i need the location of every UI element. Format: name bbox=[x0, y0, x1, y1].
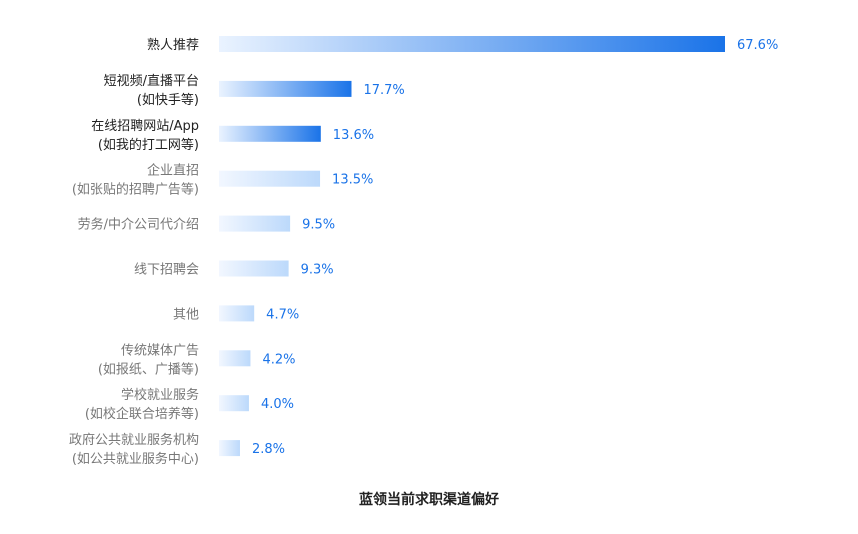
bar-row: 企业直招 (如张贴的招聘广告等) 13.5% bbox=[72, 163, 374, 198]
category-label: (如公共就业服务中心) bbox=[72, 451, 199, 467]
value-label: 4.7% bbox=[266, 307, 299, 322]
bar-row: 劳务/中介公司代介绍 9.5% bbox=[78, 215, 335, 233]
category-label: 劳务/中介公司代介绍 bbox=[78, 217, 199, 233]
value-label: 9.3% bbox=[301, 263, 334, 278]
bar-row: 熟人推荐 67.6% bbox=[147, 36, 778, 53]
bar bbox=[219, 125, 321, 142]
bar bbox=[219, 80, 352, 97]
bar-row: 短视频/直播平台 (如快手等) 17.7% bbox=[104, 74, 405, 108]
category-label: 企业直招 bbox=[147, 163, 199, 179]
category-label: 传统媒体广告 bbox=[121, 343, 199, 358]
category-label: 学校就业服务 bbox=[121, 387, 199, 403]
category-label: 在线招聘网站/App bbox=[91, 119, 199, 134]
bar-row: 学校就业服务 (如校企联合培养等) 4.0% bbox=[85, 387, 294, 422]
value-label: 67.6% bbox=[737, 38, 778, 53]
bar bbox=[219, 395, 249, 412]
category-label: 短视频/直播平台 bbox=[104, 74, 199, 89]
bar bbox=[219, 350, 251, 367]
value-label: 4.0% bbox=[261, 397, 294, 412]
category-label: 政府公共就业服务机构 bbox=[69, 432, 199, 448]
value-label: 13.6% bbox=[333, 128, 374, 143]
bar-row: 传统媒体广告 (如报纸、广播等) 4.2% bbox=[98, 343, 296, 377]
bar-row: 其他 4.7% bbox=[173, 305, 299, 322]
value-label: 2.8% bbox=[252, 442, 285, 457]
bar bbox=[219, 215, 291, 232]
category-label: 其他 bbox=[173, 307, 199, 322]
category-label: (如校企联合培养等) bbox=[85, 406, 199, 422]
bar-row: 政府公共就业服务机构 (如公共就业服务中心) 2.8% bbox=[69, 432, 285, 467]
chart-rows: 熟人推荐 67.6% 短视频/直播平台 (如快手等) 17.7% 在线招聘网站/App (如… bbox=[69, 36, 778, 467]
category-label: (如快手等) bbox=[137, 92, 199, 108]
value-label: 17.7% bbox=[363, 83, 404, 98]
bar bbox=[219, 170, 321, 187]
bar bbox=[219, 305, 255, 322]
category-label: (如张贴的招聘广告等) bbox=[72, 182, 199, 198]
category-label: (如我的打工网等) bbox=[98, 137, 199, 153]
bar bbox=[219, 440, 240, 457]
chart-title: 蓝领当前求职渠道偏好 bbox=[359, 491, 499, 508]
category-label: (如报纸、广播等) bbox=[98, 361, 199, 377]
category-label: 熟人推荐 bbox=[147, 37, 199, 53]
bar bbox=[219, 36, 725, 52]
bar-row: 线下招聘会 9.3% bbox=[134, 260, 334, 278]
bar bbox=[219, 260, 289, 277]
bar-row: 在线招聘网站/App (如我的打工网等) 13.6% bbox=[91, 119, 374, 153]
value-label: 13.5% bbox=[332, 173, 373, 188]
category-label: 线下招聘会 bbox=[134, 263, 199, 278]
value-label: 4.2% bbox=[262, 352, 295, 367]
value-label: 9.5% bbox=[302, 218, 335, 233]
